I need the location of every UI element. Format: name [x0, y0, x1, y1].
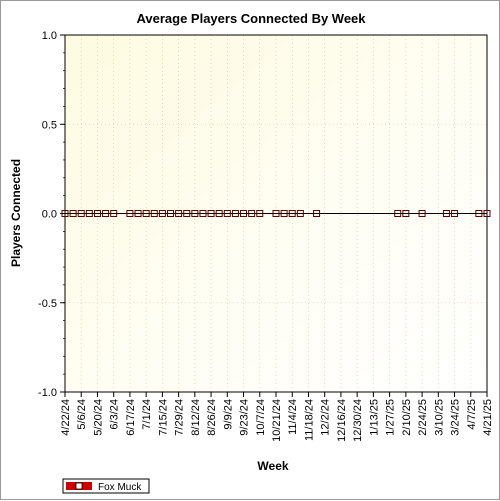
data-point	[231, 210, 239, 217]
legend-label: Fox Muck	[98, 482, 142, 493]
legend-marker	[75, 482, 83, 490]
data-point	[223, 210, 231, 217]
x-tick-label: 12/16/24	[336, 399, 348, 442]
x-tick-label: 11/18/24	[303, 399, 315, 441]
series-fox-muck	[61, 210, 491, 217]
x-tick-label: 4/7/25	[466, 399, 478, 430]
data-point	[207, 210, 215, 217]
data-point	[394, 210, 402, 217]
x-tick-label: 9/9/24	[222, 399, 234, 430]
x-tick-label: 11/4/24	[287, 399, 299, 435]
x-tick-label: 10/7/24	[255, 399, 267, 436]
x-tick-label: 9/23/24	[239, 399, 251, 436]
x-tick-label: 2/10/25	[401, 399, 413, 436]
data-point	[142, 210, 150, 217]
x-tick-label: 3/24/25	[450, 399, 462, 436]
y-tick-label: -1.0	[38, 387, 57, 399]
x-tick-label: 1/27/25	[385, 399, 397, 436]
data-point	[102, 210, 110, 217]
x-tick-label: 7/29/24	[174, 399, 186, 436]
data-point	[199, 210, 207, 217]
data-point	[451, 210, 459, 217]
x-tick-label: 5/6/24	[76, 399, 88, 430]
x-tick-label: 2/24/25	[417, 399, 429, 436]
x-tick-label: 8/26/24	[206, 399, 218, 436]
data-point	[77, 210, 85, 217]
y-tick-label: 0.0	[42, 209, 57, 221]
data-point	[280, 210, 288, 217]
data-point	[442, 210, 450, 217]
y-tick-label: 0.5	[42, 119, 57, 131]
data-point	[483, 210, 491, 217]
data-point	[167, 210, 174, 217]
x-tick-label: 4/22/24	[60, 399, 72, 436]
x-tick-label: 12/2/24	[320, 399, 332, 436]
data-point	[272, 210, 280, 217]
x-tick-label: 12/30/24	[352, 399, 364, 442]
data-point	[296, 210, 304, 217]
data-point	[126, 210, 134, 217]
data-point	[418, 210, 426, 217]
y-axis-label: Players Connected	[9, 159, 23, 267]
data-point	[134, 210, 142, 217]
chart-title: Average Players Connected By Week	[136, 11, 366, 26]
data-point	[158, 210, 166, 217]
data-point	[240, 210, 248, 217]
data-point	[475, 210, 483, 217]
y-tick-label: 1.0	[42, 30, 57, 42]
x-tick-label: 3/10/25	[433, 399, 445, 436]
data-point	[256, 210, 264, 217]
data-point	[402, 210, 410, 217]
data-point	[69, 210, 77, 217]
x-tick-label: 7/1/24	[141, 399, 153, 430]
data-point	[150, 210, 158, 217]
data-point	[191, 210, 199, 217]
data-point	[215, 210, 223, 217]
x-tick-label: 5/20/24	[92, 399, 104, 436]
legend: Fox Muck	[62, 478, 150, 494]
data-point	[85, 210, 93, 217]
x-tick-label: 6/3/24	[109, 399, 121, 430]
x-tick-label: 7/15/24	[157, 399, 169, 436]
axes: 4/22/24 5/6/24 5/20/24 6/3/24 6/17/24 7/1/24 7…	[38, 30, 494, 442]
y-tick-label: -0.5	[38, 298, 57, 310]
data-point	[93, 210, 101, 217]
data-point	[61, 210, 69, 217]
data-point	[183, 210, 191, 217]
x-tick-label: 1/13/25	[368, 399, 380, 436]
x-tick-label: 10/21/24	[271, 399, 283, 442]
x-axis-label: Week	[257, 459, 288, 473]
data-point	[110, 210, 118, 217]
x-tick-label: 4/21/25	[482, 399, 494, 436]
x-tick-label: 6/17/24	[125, 399, 137, 436]
data-point	[313, 210, 321, 217]
x-tick-label: 8/12/24	[190, 399, 202, 436]
data-point	[175, 210, 183, 217]
data-point	[288, 210, 296, 217]
data-point	[248, 210, 256, 217]
